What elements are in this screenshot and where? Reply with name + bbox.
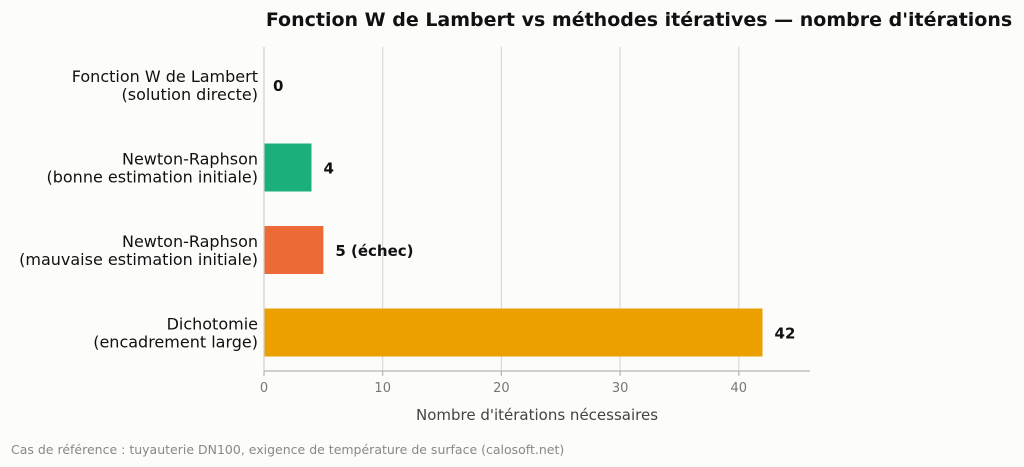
category-label-1: Newton-Raphson (bonne estimation initiale… (46, 150, 258, 187)
x-tick-label-30: 30 (612, 381, 629, 396)
bar-3 (264, 308, 763, 357)
data-labels: 0 4 5 (échec) 42 (273, 77, 795, 343)
bar-2 (264, 226, 324, 274)
x-tick-label-10: 10 (374, 381, 391, 396)
x-tick-label-40: 40 (731, 381, 748, 396)
category-labels: Fonction W de Lambert (solution directe) N… (19, 67, 258, 352)
data-label-1: 4 (323, 160, 333, 178)
bars (264, 143, 763, 357)
footnote: Cas de référence : tuyauterie DN100, exi… (11, 442, 564, 457)
chart-title: Fonction W de Lambert vs méthodes itérat… (266, 9, 1012, 31)
data-label-3: 42 (775, 325, 796, 343)
category-label-0: Fonction W de Lambert (solution directe) (72, 67, 258, 104)
data-label-2: 5 (échec) (335, 242, 413, 260)
x-axis-label: Nombre d'itérations nécessaires (416, 406, 658, 424)
x-axis: 0 10 20 30 40 (260, 47, 810, 396)
data-label-0: 0 (273, 77, 283, 95)
category-label-3: Dichotomie (encadrement large) (93, 315, 258, 352)
category-label-2: Newton-Raphson (mauvaise estimation initi… (19, 232, 258, 269)
x-tick-label-0: 0 (260, 381, 268, 396)
x-tick-label-20: 20 (493, 381, 510, 396)
bar-1 (264, 143, 312, 192)
